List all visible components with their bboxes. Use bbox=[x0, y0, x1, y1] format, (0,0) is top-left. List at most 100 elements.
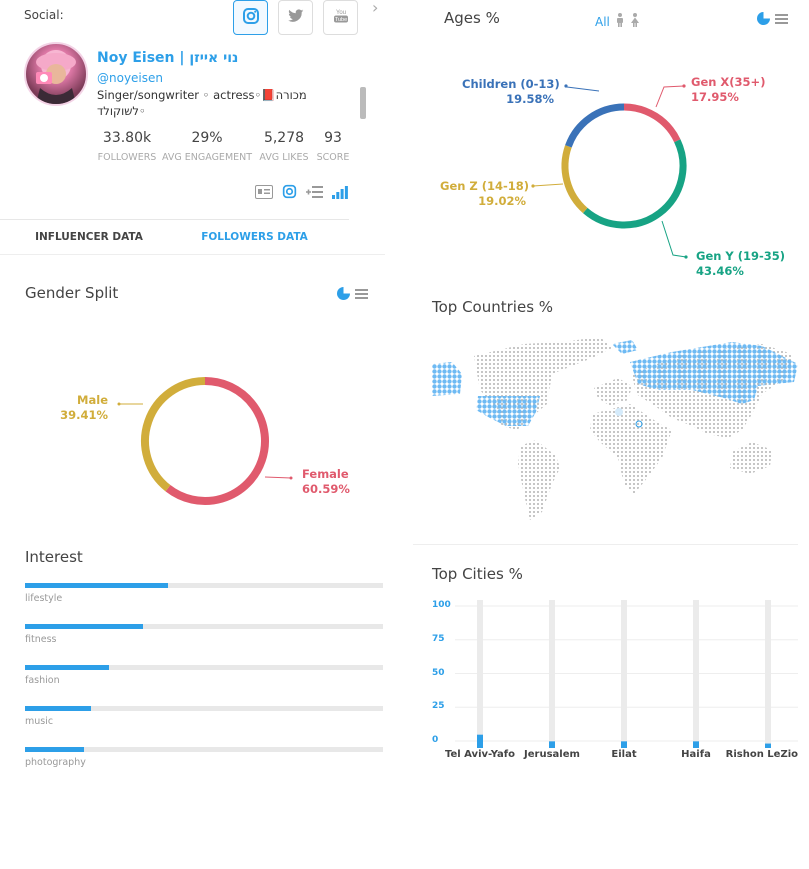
ages-filter: All bbox=[595, 12, 640, 31]
donut-slice-female[interactable] bbox=[165, 377, 269, 505]
svg-text:Tube: Tube bbox=[334, 17, 346, 23]
donut-slice-gen-z-14-18-[interactable] bbox=[561, 145, 588, 214]
pie-view-icon[interactable] bbox=[757, 12, 770, 25]
interest-bar-fill bbox=[25, 665, 110, 670]
add-to-list-icon[interactable] bbox=[306, 184, 323, 203]
y-tick-label: 75 bbox=[432, 633, 445, 644]
stat-label: AVG ENGAGEMENT bbox=[162, 152, 253, 163]
interest-title: Interest bbox=[25, 548, 83, 566]
ages-label-geny: Gen Y (19-35) 43.46% bbox=[696, 249, 785, 279]
instagram-button[interactable] bbox=[233, 0, 268, 35]
y-tick-label: 25 bbox=[432, 701, 445, 712]
avatar bbox=[24, 42, 88, 106]
female-icon[interactable] bbox=[630, 12, 640, 31]
south-america-land bbox=[518, 440, 560, 520]
stat-score: 93 SCORE bbox=[314, 130, 352, 163]
city-bar[interactable] bbox=[477, 734, 483, 748]
female-name: Female bbox=[302, 467, 349, 481]
interest-bar-fill bbox=[25, 747, 85, 752]
countries-divider bbox=[413, 544, 798, 545]
scandinavia-highlight bbox=[612, 340, 638, 354]
bio-scrollbar[interactable] bbox=[360, 87, 366, 119]
interest-label: lifestyle bbox=[25, 593, 63, 604]
stat-value: 93 bbox=[324, 130, 342, 146]
cities-title: Top Cities % bbox=[432, 565, 523, 583]
city-bar[interactable] bbox=[549, 741, 555, 748]
bar-background bbox=[765, 600, 771, 748]
donut-slice-gen-y-19-35-[interactable] bbox=[582, 139, 687, 229]
alaska-highlight bbox=[432, 362, 462, 396]
pie-view-icon[interactable] bbox=[337, 287, 350, 300]
africa-land bbox=[590, 404, 672, 494]
profile-bio: Singer/songwriter ◦ actress◦📕מכורה לשוקו… bbox=[97, 88, 307, 121]
contact-card-icon[interactable] bbox=[255, 184, 273, 203]
y-tick-label: 100 bbox=[432, 600, 451, 610]
analytics-icon[interactable] bbox=[332, 184, 348, 203]
city-label: Eilat bbox=[611, 749, 637, 760]
stat-label: SCORE bbox=[316, 152, 350, 163]
youtube-button[interactable]: You Tube bbox=[323, 0, 358, 35]
city-label: Rishon LeZio bbox=[725, 749, 798, 760]
twitter-icon bbox=[287, 8, 304, 27]
interest-bar-track bbox=[25, 665, 383, 670]
gender-title: Gender Split bbox=[25, 284, 119, 302]
interest-bar-fill bbox=[25, 624, 144, 629]
interest-bar-fill bbox=[25, 706, 92, 711]
bar-background bbox=[549, 600, 555, 748]
city-bar[interactable] bbox=[621, 741, 627, 748]
gender-view-toggle bbox=[337, 287, 368, 300]
interest-bar-track bbox=[25, 583, 383, 588]
stat-followers: 33.80k FOLLOWERS bbox=[97, 130, 157, 163]
stat-value: 29% bbox=[191, 130, 223, 146]
interest-label: photography bbox=[25, 757, 86, 768]
children-pct: 19.58% bbox=[506, 92, 554, 106]
donut-slice-gen-x-35-[interactable] bbox=[623, 103, 681, 143]
twitter-button[interactable] bbox=[278, 0, 313, 35]
ages-view-toggle bbox=[757, 12, 788, 25]
ages-label-children: Children (0-13) 19.58% bbox=[462, 77, 560, 107]
profile-handle[interactable]: @noyeisen bbox=[97, 71, 164, 85]
male-pct: 39.41% bbox=[60, 408, 108, 422]
male-icon[interactable] bbox=[615, 12, 625, 31]
chevron-right-icon[interactable]: › bbox=[372, 0, 379, 17]
city-bar[interactable] bbox=[693, 741, 699, 748]
interest-bar-track bbox=[25, 624, 383, 629]
interest-bar-track bbox=[25, 706, 383, 711]
donut-slice-children-0-13-[interactable] bbox=[565, 103, 625, 148]
countries-title: Top Countries % bbox=[432, 298, 554, 316]
usa-highlight bbox=[476, 396, 540, 426]
genx-name: Gen X(35+) bbox=[691, 75, 766, 89]
ages-label-genx: Gen X(35+) 17.95% bbox=[691, 75, 765, 105]
gender-label-male: Male 39.41% bbox=[60, 393, 108, 423]
tabs-divider bbox=[0, 254, 385, 255]
ages-title: Ages % bbox=[444, 9, 500, 27]
profile-name[interactable]: Noy Eisen | נוי אייזן bbox=[97, 50, 239, 66]
tab-influencer-data[interactable]: INFLUENCER DATA bbox=[35, 231, 143, 243]
male-name: Male bbox=[77, 393, 108, 407]
interest-bar-track bbox=[25, 747, 383, 752]
instagram-icon bbox=[242, 7, 260, 29]
list-view-icon[interactable] bbox=[355, 288, 368, 299]
city-label: Haifa bbox=[681, 749, 711, 760]
stat-label: FOLLOWERS bbox=[97, 152, 157, 163]
stat-value: 33.80k bbox=[102, 130, 152, 146]
list-view-icon[interactable] bbox=[775, 13, 788, 24]
genx-pct: 17.95% bbox=[691, 90, 739, 104]
donut-slice-male[interactable] bbox=[141, 377, 206, 492]
stat-engagement: 29% AVG ENGAGEMENT bbox=[162, 130, 252, 163]
interest-label: music bbox=[25, 716, 54, 727]
y-tick-label: 50 bbox=[432, 667, 445, 678]
city-bar[interactable] bbox=[765, 743, 771, 748]
social-label: Social: bbox=[24, 8, 64, 22]
ages-filter-all[interactable]: All bbox=[595, 14, 610, 29]
bar-background bbox=[621, 600, 627, 748]
world-map bbox=[432, 337, 798, 520]
gender-donut bbox=[117, 377, 293, 505]
europe-land bbox=[594, 378, 632, 406]
city-label: Tel Aviv-Yafo bbox=[444, 749, 515, 760]
geny-name: Gen Y (19-35) bbox=[696, 249, 786, 263]
interest-label: fitness bbox=[25, 634, 57, 645]
instagram-link-icon[interactable] bbox=[282, 184, 297, 203]
bar-background bbox=[477, 600, 483, 748]
interest-bar-fill bbox=[25, 583, 169, 588]
